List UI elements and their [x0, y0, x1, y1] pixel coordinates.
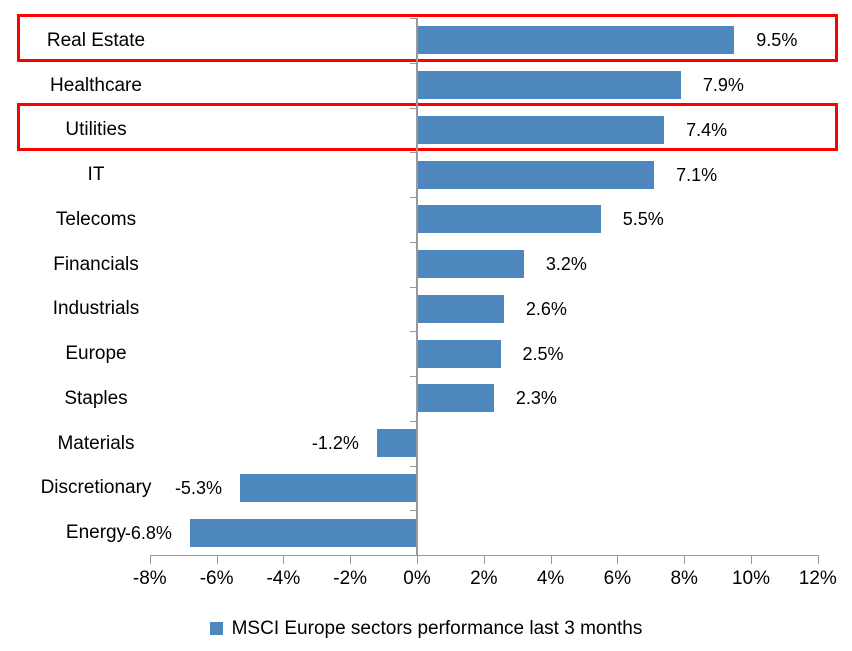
category-label: Healthcare [50, 74, 142, 96]
y-axis-tick [410, 107, 416, 109]
category-label: Energy [65, 522, 127, 544]
x-axis-tick-label: -6% [199, 568, 234, 589]
x-axis-tick [617, 555, 619, 564]
bar-data-label: 9.5% [756, 30, 798, 51]
y-axis-tick [410, 197, 416, 198]
category-label: Utilities [65, 119, 127, 141]
bar-data-label: -6.8% [124, 522, 172, 543]
x-axis-tick-label: -2% [333, 568, 368, 589]
y-axis-tick [410, 241, 416, 243]
x-axis-tick-label: 4% [536, 568, 565, 589]
chart-legend: MSCI Europe sectors performance last 3 m… [0, 612, 852, 644]
x-axis-tick [483, 555, 485, 564]
x-axis-tick [550, 555, 552, 564]
x-axis-tick [283, 555, 285, 564]
bar [417, 339, 501, 368]
bar [417, 384, 494, 413]
x-axis-tick-label: 6% [603, 568, 632, 589]
x-axis-tick [149, 555, 151, 564]
bar-data-label: 7.9% [702, 75, 744, 96]
bar [189, 518, 417, 547]
highlight-box [17, 103, 838, 151]
y-axis-tick [410, 331, 416, 333]
x-axis-tick [216, 555, 218, 564]
y-axis-tick [410, 376, 416, 377]
bar [239, 473, 417, 502]
bar-data-label: 7.4% [686, 119, 728, 140]
category-label: Discretionary [40, 477, 152, 499]
bar [417, 250, 524, 279]
x-axis-tick-label: -8% [132, 568, 167, 589]
x-axis-tick-label: 12% [798, 568, 837, 589]
bar-data-label: 2.5% [522, 343, 564, 364]
bar [417, 26, 735, 55]
category-label: Materials [57, 432, 135, 454]
y-axis-tick [410, 420, 416, 422]
legend-label: MSCI Europe sectors performance last 3 m… [231, 617, 643, 639]
x-axis-tick [417, 555, 418, 564]
x-axis-tick-label: -4% [266, 568, 301, 589]
bar-data-label: -5.3% [174, 477, 222, 498]
bar-data-label: 5.5% [622, 209, 664, 230]
y-axis-tick [410, 62, 416, 64]
y-axis-tick [410, 465, 416, 467]
bar-data-label: 3.2% [545, 254, 587, 275]
y-axis-tick [410, 18, 416, 19]
y-axis-tick [410, 286, 416, 288]
x-axis-tick [751, 555, 752, 564]
bar-data-label: 2.6% [525, 298, 567, 319]
x-axis-tick-label: 8% [670, 568, 698, 589]
bar-data-label: -1.2% [311, 433, 359, 454]
x-axis-tick-label: 10% [731, 568, 771, 589]
y-axis-tick [410, 152, 416, 154]
x-axis-tick [684, 555, 686, 564]
x-axis-tick [350, 555, 352, 564]
highlight-box [17, 13, 838, 62]
bar [417, 294, 504, 323]
bar-data-label: 2.3% [515, 388, 557, 409]
x-axis-tick-label: 0% [403, 568, 431, 589]
bar [417, 71, 681, 100]
bar [417, 115, 665, 144]
bar [417, 160, 655, 189]
bar-data-label: 7.1% [676, 164, 718, 185]
category-label: Financials [53, 253, 139, 275]
x-axis-tick-label: 2% [470, 568, 498, 589]
bar [376, 429, 417, 458]
category-label: Europe [65, 343, 127, 365]
y-axis-line [416, 18, 418, 555]
category-label: IT [87, 164, 105, 186]
x-axis-tick [817, 555, 819, 564]
bar [417, 205, 601, 234]
y-axis-tick [410, 510, 416, 512]
legend-marker-icon [209, 621, 223, 635]
category-label: Real Estate [46, 29, 146, 51]
category-label: Industrials [52, 298, 140, 320]
category-label: Staples [64, 387, 128, 409]
category-label: Telecoms [55, 208, 137, 230]
